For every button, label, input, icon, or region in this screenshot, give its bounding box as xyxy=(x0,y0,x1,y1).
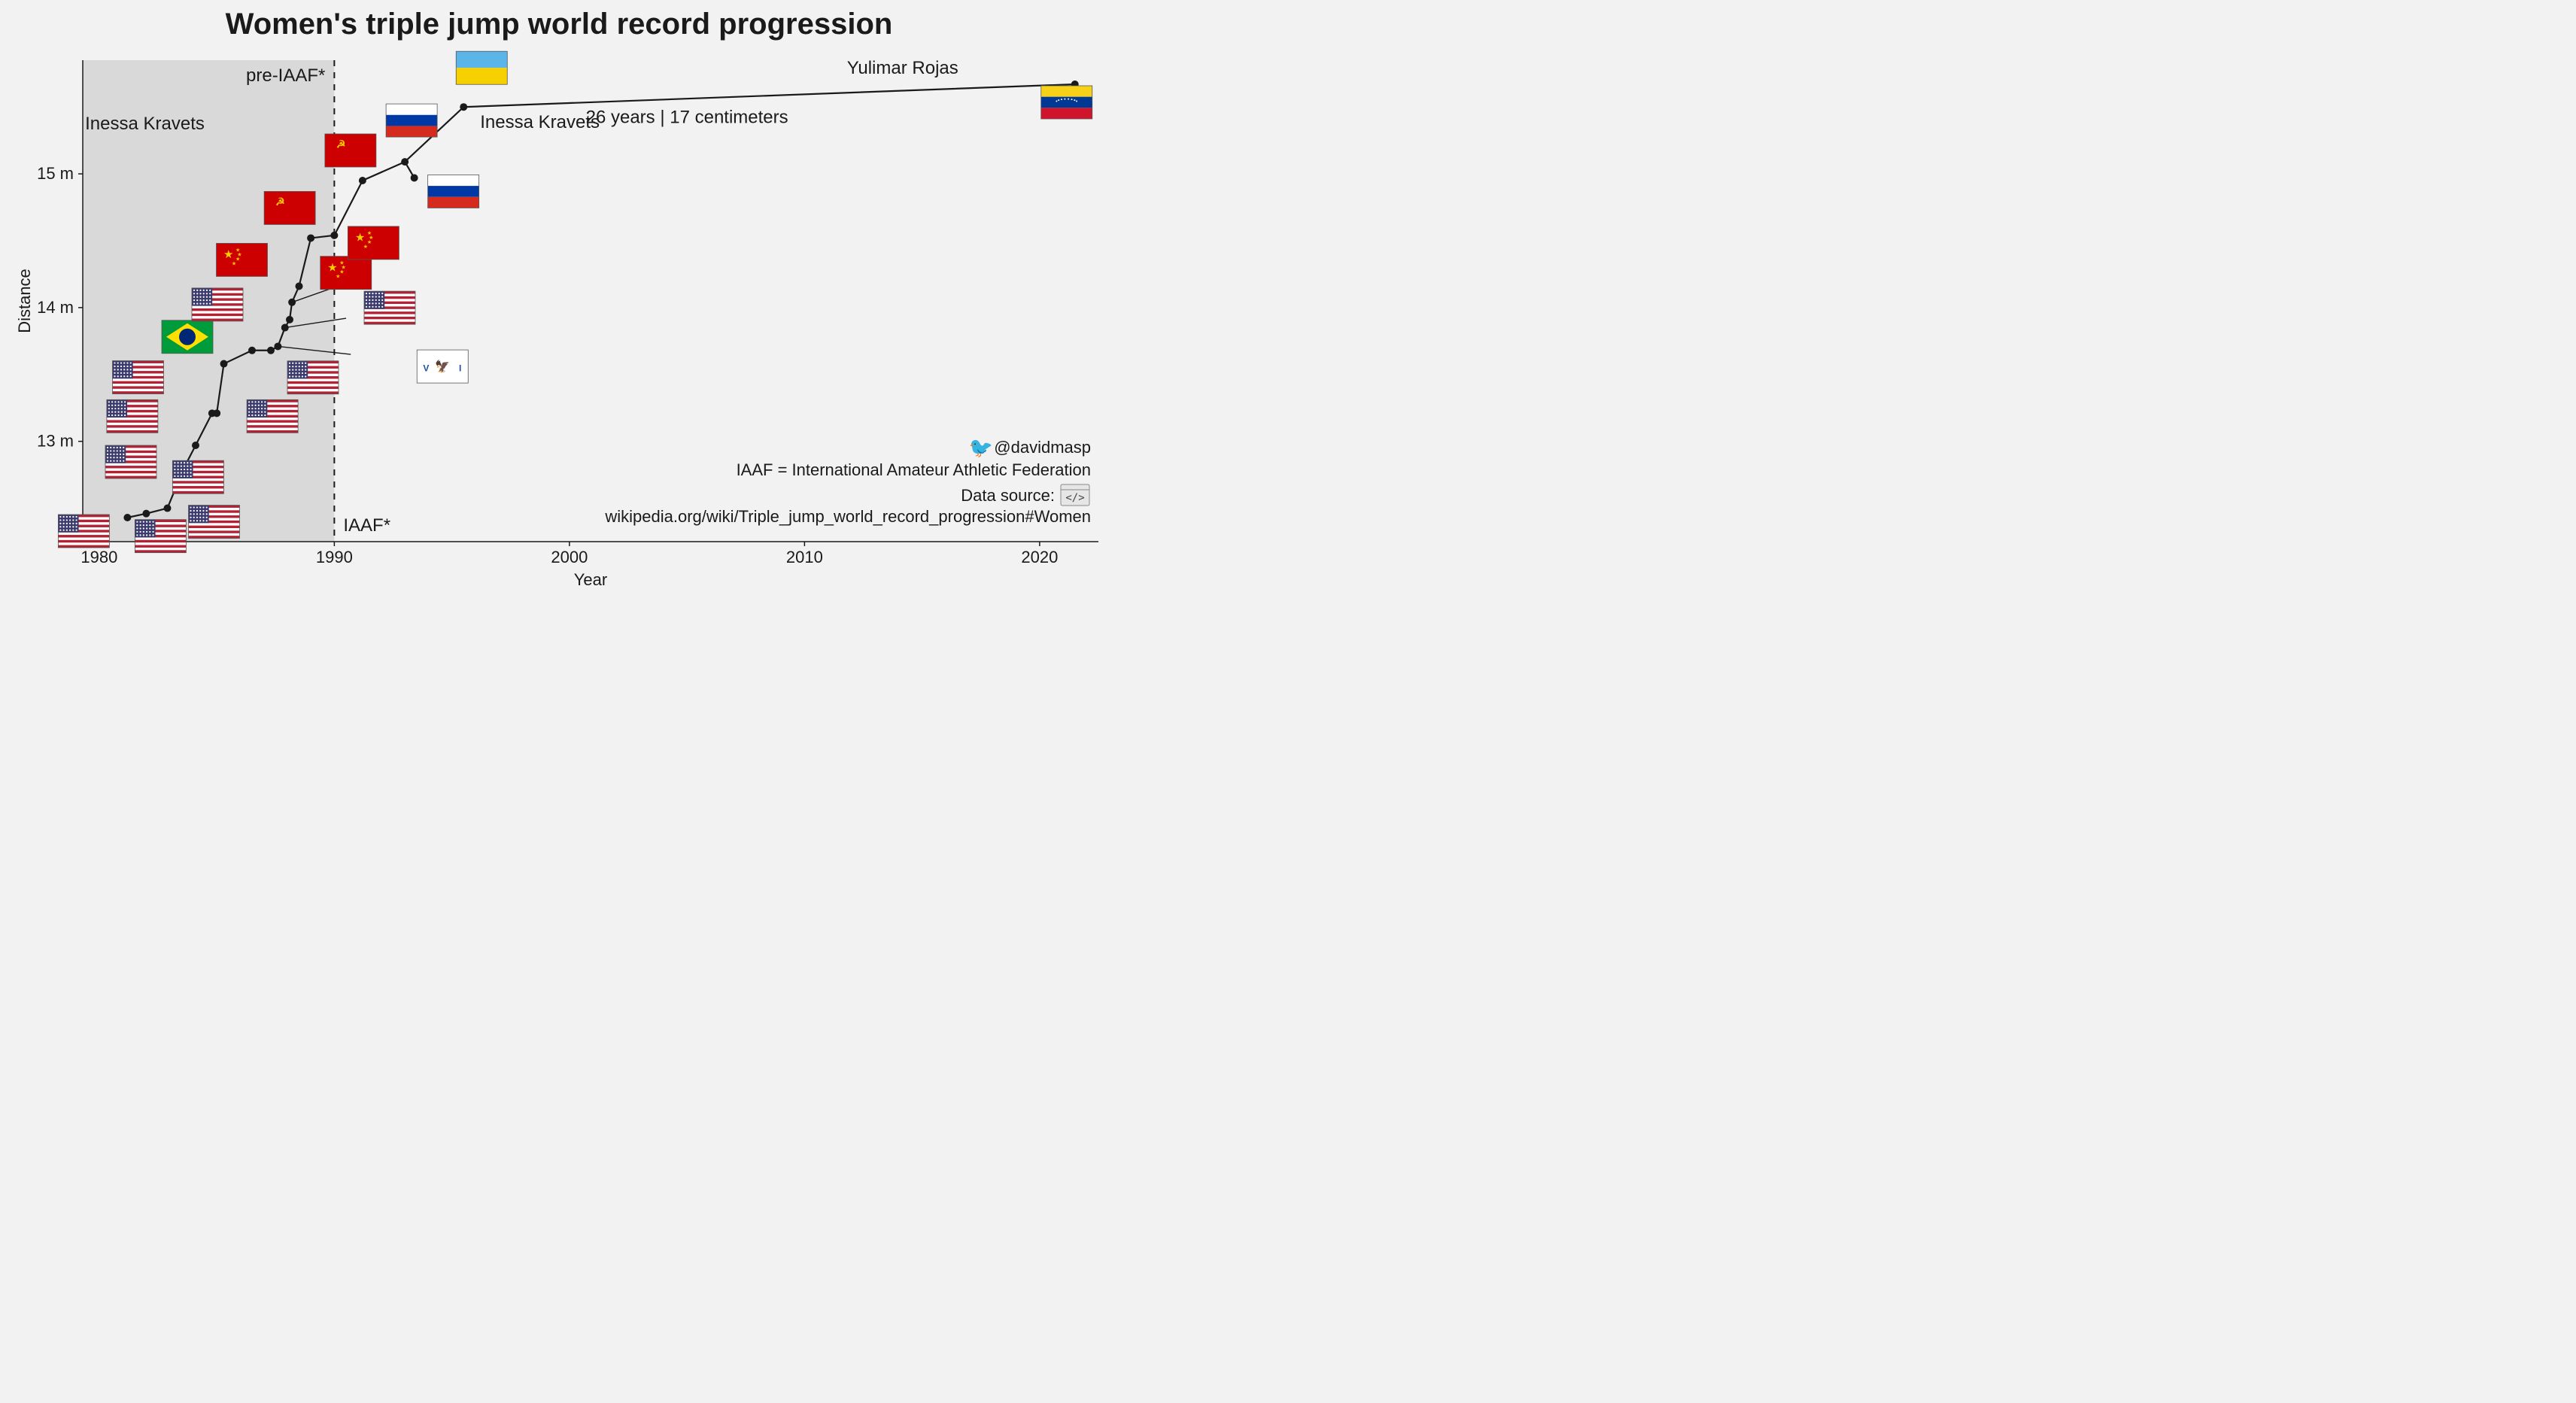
record-point xyxy=(281,324,289,332)
svg-text:I: I xyxy=(459,363,461,374)
flag-usa xyxy=(113,361,164,394)
svg-text:☭: ☭ xyxy=(336,138,346,150)
record-point xyxy=(460,103,467,111)
flag-usa xyxy=(364,291,415,324)
x-tick-label: 1980 xyxy=(80,548,117,566)
athlete-name-label: Inessa Kravets xyxy=(85,114,205,134)
record-point xyxy=(411,174,418,181)
svg-text:☭: ☭ xyxy=(275,196,285,208)
record-point xyxy=(248,347,256,354)
record-point xyxy=(213,409,220,417)
svg-text:🦅: 🦅 xyxy=(435,359,450,373)
flag-chn: ★★★★★ xyxy=(320,257,372,290)
flag-ven xyxy=(1041,86,1092,119)
x-tick-label: 2000 xyxy=(551,548,588,566)
y-tick-label: 15 m xyxy=(37,164,74,183)
flag-usa xyxy=(192,288,243,321)
record-point xyxy=(220,360,228,368)
flag-ukr xyxy=(456,51,507,84)
flag-rus xyxy=(386,104,437,137)
svg-text:★: ★ xyxy=(327,261,337,274)
record-point xyxy=(286,316,293,323)
flag-chn: ★★★★★ xyxy=(348,226,399,260)
gap-annotation: 26 years | 17 centimeters xyxy=(586,108,788,128)
record-point xyxy=(330,232,338,239)
iaaf-definition: IAAF = International Amateur Athletic Fe… xyxy=(737,460,1091,479)
flag-usa xyxy=(172,460,223,493)
flag-usa xyxy=(189,506,240,539)
data-source-label: Data source: xyxy=(961,486,1055,505)
flag-ussr: ☭ xyxy=(264,191,315,224)
data-source-url: wikipedia.org/wiki/Triple_jump_world_rec… xyxy=(604,507,1091,526)
record-point xyxy=(142,510,150,518)
record-point xyxy=(307,234,314,241)
svg-text:★: ★ xyxy=(223,248,233,261)
athlete-name-label: Inessa Kravets xyxy=(480,112,600,132)
svg-text:★: ★ xyxy=(232,260,236,266)
x-tick-label: 2020 xyxy=(1021,548,1058,566)
record-point xyxy=(192,442,199,449)
record-point xyxy=(401,158,409,166)
svg-text:★: ★ xyxy=(355,232,365,244)
x-axis-label: Year xyxy=(574,570,607,589)
iaaf-label: IAAF* xyxy=(343,515,390,536)
flag-usa xyxy=(247,399,298,433)
flag-bra xyxy=(162,320,213,354)
record-point xyxy=(123,514,131,521)
flag-usa xyxy=(58,515,109,548)
record-point xyxy=(267,347,275,354)
record-point xyxy=(288,299,296,306)
record-point xyxy=(359,177,366,184)
flag-chn: ★★★★★ xyxy=(217,243,268,276)
flag-usa xyxy=(107,399,158,433)
svg-text:V: V xyxy=(423,363,429,374)
flag-usa xyxy=(135,520,186,553)
svg-text:</>: </> xyxy=(1065,492,1084,504)
chart-svg: 1980 1990 2000 2010 2020 13 m 14 m 15 m Year Dist… xyxy=(0,0,1118,609)
flag-ussr: ☭ xyxy=(325,134,376,167)
record-point xyxy=(164,505,172,512)
y-tick-label: 14 m xyxy=(37,298,74,317)
flag-usa xyxy=(287,361,339,394)
x-tick-label: 2010 xyxy=(786,548,823,566)
svg-text:★: ★ xyxy=(363,244,368,250)
x-tick-label: 1990 xyxy=(316,548,353,566)
athlete-name-label: Yulimar Rojas xyxy=(847,58,958,78)
pre-iaaf-label: pre-IAAF* xyxy=(246,65,325,86)
twitter-handle: @davidmasp xyxy=(994,438,1091,457)
svg-text:★: ★ xyxy=(336,274,340,280)
twitter-icon: 🐦 xyxy=(969,436,993,459)
flag-usv: 🦅 V I xyxy=(417,350,468,383)
y-axis-label: Distance xyxy=(15,269,34,333)
record-point xyxy=(296,282,303,290)
record-point xyxy=(274,342,281,350)
y-tick-label: 13 m xyxy=(37,432,74,451)
flag-rus xyxy=(428,175,479,208)
flag-usa xyxy=(105,445,156,478)
